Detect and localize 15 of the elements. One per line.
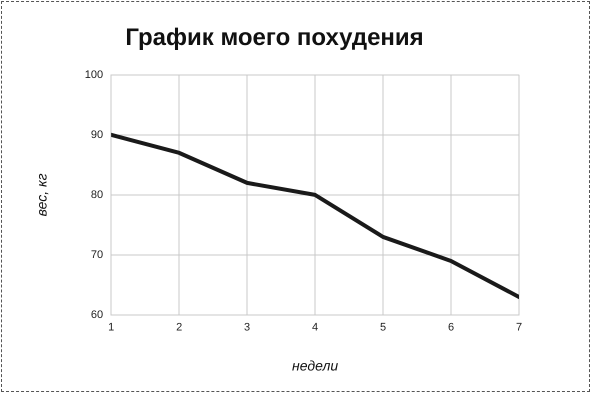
- y-tick-label: 80: [90, 188, 104, 201]
- y-tick-label: 90: [90, 128, 104, 141]
- x-tick-label: 2: [176, 322, 182, 334]
- x-axis-title: недели: [292, 357, 338, 374]
- y-tick-label: 60: [90, 309, 104, 322]
- x-tick-label: 1: [108, 322, 114, 334]
- x-tick-label: 5: [380, 322, 386, 334]
- x-tick-label: 4: [312, 322, 318, 334]
- y-tick-label: 100: [84, 68, 104, 81]
- x-tick-label: 6: [448, 322, 454, 334]
- y-axis-title: вес, кг: [33, 173, 50, 216]
- x-tick-label: 3: [244, 322, 250, 334]
- chart-title: График моего похудения: [125, 24, 424, 52]
- y-tick-label: 70: [90, 248, 104, 261]
- x-tick-label: 7: [516, 322, 522, 334]
